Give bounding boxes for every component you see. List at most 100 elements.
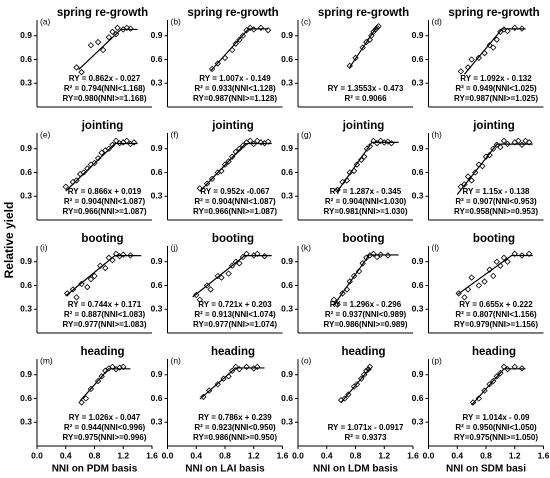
data-point bbox=[518, 25, 526, 32]
fit-line bbox=[463, 28, 526, 75]
x-tick-label: 0.0 bbox=[31, 450, 43, 460]
data-point bbox=[127, 252, 134, 259]
annotation: RY=0.966(NNI>=1.087) bbox=[193, 207, 277, 216]
annotation: RY=0.975(NNI>=1.050) bbox=[454, 433, 538, 442]
data-point bbox=[254, 250, 261, 257]
panel-label: (e) bbox=[40, 129, 51, 139]
y-tick-label: 0.6 bbox=[151, 167, 163, 177]
annotation: RY=0.977(NNI>=1.083) bbox=[63, 320, 147, 329]
data-point bbox=[334, 301, 341, 308]
data-point bbox=[246, 24, 254, 31]
data-point bbox=[232, 40, 239, 47]
data-point bbox=[208, 175, 216, 182]
data-point bbox=[468, 177, 475, 184]
data-point bbox=[232, 363, 239, 370]
y-tick-label: 0.6 bbox=[281, 393, 293, 403]
data-point bbox=[353, 161, 361, 168]
data-point bbox=[370, 28, 377, 35]
data-point bbox=[239, 32, 247, 39]
annotation: RY = 1.3553x - 0.473 bbox=[328, 84, 404, 93]
y-tick-label: 0.9 bbox=[20, 30, 32, 40]
annotation: R² = 0.807(NNI<1.156) bbox=[455, 310, 537, 319]
panel-title: heading bbox=[211, 346, 255, 358]
annotation: RY = 0.866x + 0.019 bbox=[68, 187, 142, 196]
data-point bbox=[350, 272, 358, 280]
y-tick-label: 0.3 bbox=[20, 304, 32, 314]
data-point bbox=[490, 377, 497, 385]
annotation: RY = 1.007x - 0.149 bbox=[199, 74, 271, 83]
x-tick-label: 0.0 bbox=[292, 450, 304, 460]
data-point bbox=[341, 395, 348, 402]
x-tick-label: 0.4 bbox=[321, 450, 333, 460]
data-point bbox=[525, 139, 533, 146]
fit-line bbox=[192, 255, 272, 298]
panel-title: jointing bbox=[472, 120, 515, 132]
data-point bbox=[243, 363, 250, 370]
panel-label: (m) bbox=[40, 355, 53, 365]
panel-label: (n) bbox=[171, 355, 182, 365]
panel-title: spring re-growth bbox=[318, 7, 409, 19]
data-point bbox=[464, 173, 472, 180]
y-tick-label: 0.6 bbox=[281, 167, 293, 177]
fit-line bbox=[337, 141, 399, 192]
y-tick-label: 0.6 bbox=[20, 280, 32, 290]
y-tick-label: 0.9 bbox=[281, 143, 293, 153]
annotation: RY = 1.071x - 0.0917 bbox=[328, 423, 404, 432]
y-tick-label: 0.9 bbox=[281, 30, 293, 40]
panel-label: (j) bbox=[171, 242, 179, 252]
panel-label: (c) bbox=[301, 16, 311, 26]
data-point bbox=[193, 291, 200, 299]
data-point bbox=[486, 151, 493, 159]
panel-title: heading bbox=[80, 346, 124, 358]
data-point bbox=[486, 266, 493, 273]
x-tick-label: 1.6 bbox=[407, 450, 419, 460]
y-tick-label: 0.3 bbox=[281, 78, 293, 88]
x-tick-label: 0.0 bbox=[162, 450, 174, 460]
annotation: RY = 0.721x + 0.203 bbox=[198, 300, 272, 309]
y-tick-label: 0.3 bbox=[281, 304, 293, 314]
data-point bbox=[365, 366, 372, 373]
panel-title: heading bbox=[341, 346, 385, 358]
data-point bbox=[196, 296, 204, 303]
data-point bbox=[490, 272, 497, 280]
data-point bbox=[73, 294, 80, 301]
data-point bbox=[114, 24, 121, 31]
data-point bbox=[366, 363, 374, 370]
y-tick-label: 0.9 bbox=[20, 369, 32, 379]
y-tick-label: 0.6 bbox=[20, 167, 32, 177]
data-point bbox=[130, 139, 138, 146]
data-point bbox=[120, 251, 127, 258]
data-point bbox=[112, 31, 120, 38]
y-tick-label: 0.6 bbox=[151, 280, 163, 290]
y-tick-label: 0.3 bbox=[20, 417, 32, 427]
panel-label: (k) bbox=[301, 242, 311, 252]
annotation: RY = 0.786x + 0.239 bbox=[198, 413, 272, 422]
data-point bbox=[370, 250, 377, 257]
annotation: RY = 1.092x - 0.132 bbox=[460, 74, 532, 83]
data-point bbox=[377, 137, 384, 144]
data-point bbox=[518, 141, 526, 148]
annotation: R² = 0.907(NNI<0.953) bbox=[455, 197, 537, 206]
annotation: R² = 0.949(NNI<1.025) bbox=[455, 84, 537, 93]
annotation: RY=0.977(NNI>=1.074) bbox=[193, 320, 277, 329]
panel-title: booting bbox=[212, 233, 254, 245]
data-point bbox=[370, 137, 377, 144]
data-point bbox=[78, 399, 85, 406]
data-point bbox=[511, 24, 518, 31]
data-point bbox=[497, 144, 504, 151]
annotation: R² = 0.904(NNI<1.030) bbox=[325, 197, 407, 206]
y-tick-label: 0.3 bbox=[281, 191, 293, 201]
data-point bbox=[225, 158, 232, 165]
annotation: R² = 0.944(NNI<0.996) bbox=[64, 423, 146, 432]
data-point bbox=[127, 25, 134, 32]
data-point bbox=[472, 169, 479, 176]
data-point bbox=[99, 46, 107, 54]
x-tick-label: 1.6 bbox=[277, 450, 289, 460]
data-point bbox=[511, 363, 518, 370]
data-point bbox=[264, 138, 272, 145]
fit-line bbox=[340, 368, 371, 403]
data-point bbox=[366, 143, 374, 150]
data-point bbox=[515, 137, 522, 144]
data-point bbox=[381, 139, 388, 146]
x-tick-label: 0.8 bbox=[350, 450, 362, 460]
